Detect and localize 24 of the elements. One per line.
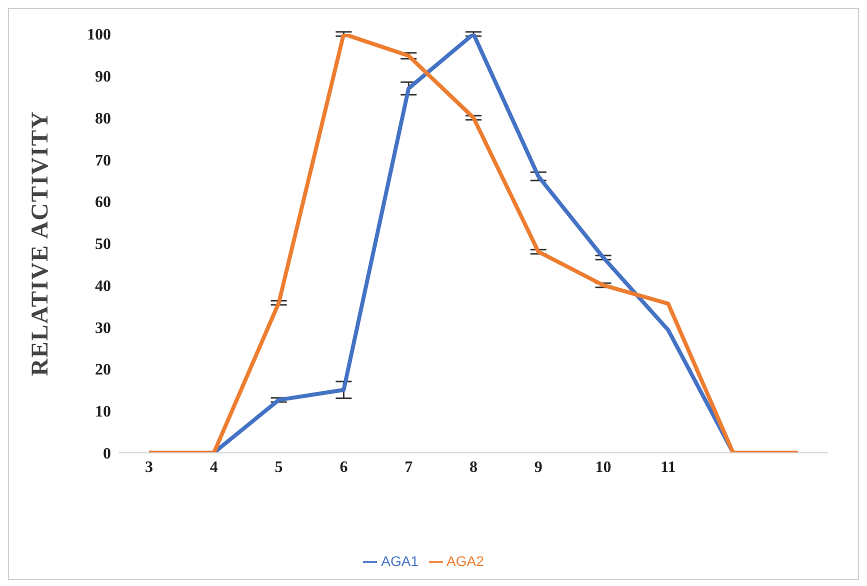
y-tick-label: 40 bbox=[95, 278, 111, 295]
y-axis-title: RELATIVE ACTIVITY bbox=[28, 110, 54, 376]
x-tick-label: 9 bbox=[534, 459, 542, 476]
y-tick-label: 80 bbox=[95, 110, 111, 128]
legend-label: AGA2 bbox=[446, 552, 484, 569]
x-tick-label: 3 bbox=[145, 459, 153, 476]
y-tick-label: 10 bbox=[95, 404, 111, 421]
x-tick-label: 5 bbox=[274, 459, 283, 476]
y-tick-label: 90 bbox=[95, 68, 111, 86]
legend-label: AGA1 bbox=[381, 552, 418, 569]
x-tick-label: 4 bbox=[210, 459, 218, 476]
y-tick-label: 60 bbox=[95, 194, 111, 212]
x-tick-label: 8 bbox=[470, 459, 478, 476]
x-tick-label: 11 bbox=[660, 459, 676, 476]
line-series bbox=[147, 34, 800, 453]
y-tick-label: 20 bbox=[95, 362, 111, 379]
x-tick-label: 7 bbox=[404, 459, 413, 476]
y-tick-label: 100 bbox=[87, 26, 111, 44]
x-tick-label: 6 bbox=[340, 459, 348, 476]
y-tick-label: 30 bbox=[95, 320, 111, 337]
y-tick-label: 50 bbox=[95, 236, 111, 254]
x-tick-label: 10 bbox=[595, 459, 612, 476]
y-tick-label: 0 bbox=[103, 445, 111, 462]
y-tick-label: 70 bbox=[95, 152, 111, 170]
